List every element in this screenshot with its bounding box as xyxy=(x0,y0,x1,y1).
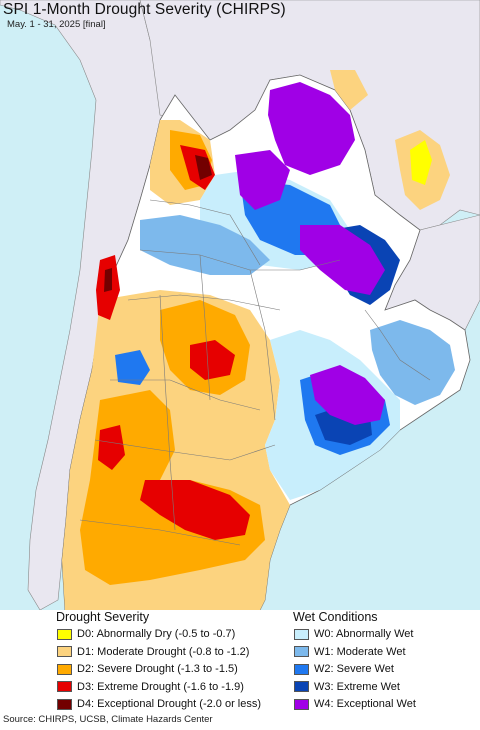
wet-legend-label: W1: Moderate Wet xyxy=(314,645,406,658)
wet-legend-item: W3: Extreme Wet xyxy=(294,680,400,694)
wet-swatch xyxy=(294,628,309,640)
w1-area-central xyxy=(140,215,270,275)
d4-area-north xyxy=(195,155,212,180)
w4-area-bolivia xyxy=(268,82,355,175)
d3-area-south xyxy=(140,480,250,540)
source-note: Source: CHIRPS, UCSB, Climate Hazards Ce… xyxy=(3,714,213,725)
drought-legend-label: D3: Extreme Drought (-1.6 to -1.9) xyxy=(77,680,244,693)
wet-swatch xyxy=(294,681,309,692)
w4-area-chaco xyxy=(235,150,290,210)
w2-area-west xyxy=(115,350,150,385)
admin-boundaries xyxy=(79,199,431,546)
wet-swatch xyxy=(294,646,309,657)
drought-legend-item: D4: Exceptional Drought (-2.0 or less) xyxy=(57,697,261,711)
wet-legend-label: W4: Exceptional Wet xyxy=(314,698,416,710)
wet-legend-item: W4: Exceptional Wet xyxy=(294,697,416,711)
d3-area-sw xyxy=(98,425,125,470)
drought-swatch xyxy=(57,698,72,710)
map-subtitle: May. 1 - 31, 2025 [final] xyxy=(7,19,106,30)
d0-area-ne xyxy=(410,140,432,185)
drought-map xyxy=(0,0,480,610)
drought-swatch xyxy=(57,681,72,692)
drought-legend-label: D4: Exceptional Drought (-2.0 or less) xyxy=(77,698,262,710)
drought-swatch xyxy=(57,663,72,675)
wet-legend-label: W2: Severe Wet xyxy=(314,663,394,675)
wet-legend-item: W2: Severe Wet xyxy=(294,662,394,676)
w4-area-paraguay xyxy=(300,225,385,295)
drought-legend-heading: Drought Severity xyxy=(56,610,150,624)
w4-area-east xyxy=(310,365,385,425)
w1-area-uruguay xyxy=(370,320,455,405)
drought-legend-label: D2: Severe Drought (-1.3 to -1.5) xyxy=(77,663,238,675)
drought-legend-item: D0: Abnormally Dry (-0.5 to -0.7) xyxy=(57,627,235,641)
wet-legend-label: W3: Extreme Wet xyxy=(314,680,400,693)
drought-swatch xyxy=(57,628,72,640)
wet-swatch xyxy=(294,663,309,675)
drought-legend-label: D0: Abnormally Dry (-0.5 to -0.7) xyxy=(77,628,236,640)
d3-area-central xyxy=(190,340,235,380)
wet-swatch xyxy=(294,698,309,710)
wet-legend-heading: Wet Conditions xyxy=(293,610,378,624)
drought-swatch xyxy=(57,646,72,657)
drought-legend-label: D1: Moderate Drought (-0.8 to -1.2) xyxy=(77,645,250,658)
drought-legend-item: D2: Severe Drought (-1.3 to -1.5) xyxy=(57,662,238,676)
drought-legend-item: D3: Extreme Drought (-1.6 to -1.9) xyxy=(57,680,244,694)
d4-area-west xyxy=(104,268,112,292)
wet-legend-item: W1: Moderate Wet xyxy=(294,645,406,659)
wet-legend-label: W0: Abnormally Wet xyxy=(314,628,414,640)
d1-area-top xyxy=(330,70,368,110)
drought-legend-item: D1: Moderate Drought (-0.8 to -1.2) xyxy=(57,645,249,659)
map-title: SPI 1-Month Drought Severity (CHIRPS) xyxy=(3,1,286,18)
wet-legend-item: W0: Abnormally Wet xyxy=(294,627,413,641)
